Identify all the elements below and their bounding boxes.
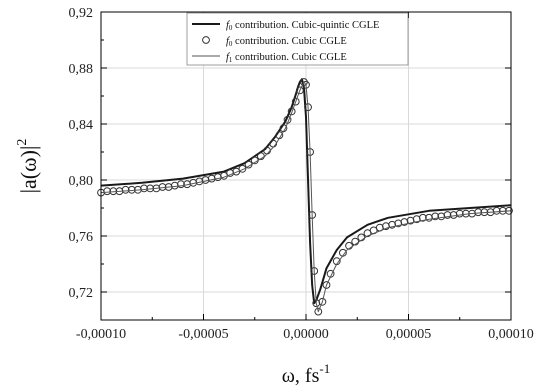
x-tick-label: -0,00010 — [76, 327, 126, 342]
y-tick-label: 0,80 — [69, 174, 94, 189]
y-tick-label: 0,72 — [69, 286, 94, 301]
data-point — [103, 187, 112, 196]
series-layer — [97, 78, 513, 316]
x-tick-label: -0,00005 — [178, 327, 228, 342]
data-point — [322, 281, 331, 289]
legend-text-rest: contribution. Cubic CGLE — [232, 36, 346, 47]
data-point — [492, 206, 501, 215]
data-point — [232, 167, 241, 176]
data-point — [177, 180, 185, 189]
x-tick-label: 0,00010 — [488, 327, 534, 342]
legend-label: f0 contribution. Cubic-quintic CGLE — [226, 20, 379, 32]
x-axis-title: ω, fs-1 — [282, 361, 330, 387]
data-point — [238, 164, 247, 173]
data-point — [318, 297, 327, 306]
legend-label: f0 contribution. Cubic CGLE — [226, 36, 347, 48]
legend-symbol: f — [226, 36, 231, 47]
y-tick-label: 0,92 — [69, 6, 94, 21]
data-point — [121, 185, 130, 194]
series-line — [100, 81, 512, 313]
data-point — [455, 209, 464, 218]
legend-marker — [202, 36, 210, 44]
y-axis-title-text: |a(ω)| — [16, 146, 41, 194]
y-tick-label: 0,88 — [69, 62, 94, 77]
data-point — [443, 211, 452, 219]
y-tick-label: 0,84 — [69, 118, 94, 133]
data-point — [418, 213, 427, 222]
x-tick-label: 0,00000 — [283, 327, 329, 342]
y-axis-title: |a(ω)|2 — [15, 139, 41, 194]
legend-subscript: 0 — [229, 40, 233, 48]
data-point — [140, 184, 148, 193]
data-point — [295, 86, 304, 95]
legend-symbol: f — [226, 52, 231, 63]
data-point — [287, 107, 296, 116]
legend-subscript: 1 — [229, 56, 233, 64]
x-axis-title-superscript: -1 — [319, 361, 330, 376]
x-tick-label: 0,00005 — [386, 327, 432, 342]
y-axis-title-superscript: 2 — [15, 139, 30, 146]
series-2 — [100, 81, 512, 313]
legend-box — [186, 12, 409, 66]
data-point — [431, 212, 440, 221]
data-point — [291, 97, 300, 106]
legend-subscript: 0 — [229, 24, 233, 32]
data-point — [474, 208, 483, 217]
legend-text-rest: contribution. Cubic-quintic CGLE — [232, 20, 379, 31]
legend-text-rest: contribution. Cubic CGLE — [232, 52, 346, 63]
y-tick-label: 0,76 — [69, 230, 94, 245]
x-axis-title-text: ω, fs — [282, 365, 320, 387]
legend-symbol: f — [226, 20, 231, 31]
legend-label: f1 contribution. Cubic CGLE — [226, 52, 347, 64]
data-point — [314, 307, 323, 316]
